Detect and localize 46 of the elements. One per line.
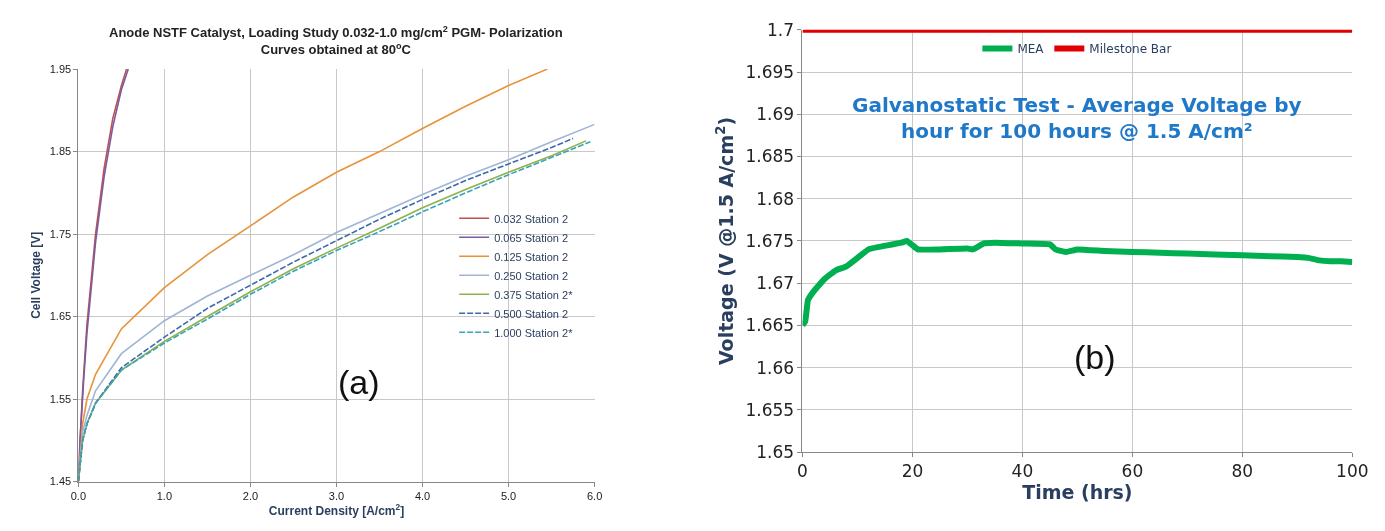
y-tick-label: 1.66 (756, 357, 795, 378)
x-tick-label: 5.0 (500, 489, 517, 502)
x-tick-label: 1.0 (156, 489, 173, 502)
x-tick-label: 20 (901, 461, 924, 482)
legend-label: 1.000 Station 2* (494, 326, 574, 339)
x-tick-label: 60 (1121, 461, 1144, 482)
x-tick-label: 3.0 (328, 489, 345, 502)
x-axis-title: Current Density [A/cm$^{2}$] (268, 501, 405, 518)
y-tick-label: 1.55 (49, 392, 72, 405)
y-tick-label: 1.95 (49, 62, 72, 75)
y-tick-label: 1.695 (745, 62, 795, 82)
x-tick-label: 0 (797, 461, 808, 482)
x-tick-label: 6.0 (586, 489, 603, 502)
y-tick-label: 1.45 (49, 475, 72, 488)
y-tick-label: 1.65 (756, 442, 795, 463)
y-tick-label: 1.655 (745, 399, 795, 420)
y-tick-label: 1.67 (756, 273, 795, 294)
chart-title: Anode NSTF Catalyst, Loading Study 0.032-1.0 mg/cm$^{2}$ PGM- Polarization Curves obtained at 80$^{o}$C (109, 24, 563, 58)
legend-label: 0.375 Station 2* (494, 288, 574, 301)
y-axis-title: Cell Voltage [V] (29, 231, 44, 319)
x-tick-label: 2.0 (242, 489, 259, 502)
x-tick-label: 80 (1231, 461, 1254, 482)
y-tick-label: 1.85 (49, 145, 72, 158)
x-tick-label: 4.0 (414, 489, 431, 502)
legend-label: 0.065 Station 2 (494, 231, 569, 244)
legend-label: MEA (1017, 42, 1045, 57)
x-tick-label: 0.0 (70, 489, 86, 502)
legend-label: 0.500 Station 2 (494, 307, 569, 320)
x-axis-title: Time (hrs) (1022, 481, 1133, 504)
y-tick-label: 1.685 (745, 146, 795, 167)
legend-label: 0.250 Station 2 (494, 269, 569, 282)
legend-label: Milestone Bar (1089, 42, 1172, 57)
y-tick-label: 1.65 (49, 310, 72, 323)
x-tick-label: 100 (1336, 461, 1369, 482)
y-tick-label: 1.75 (49, 227, 72, 240)
annotation: (a) (338, 363, 380, 401)
legend-label: 0.125 Station 2 (494, 250, 569, 263)
y-tick-label: 1.69 (756, 104, 795, 125)
y-tick-label: 1.7 (767, 19, 795, 40)
legend-label: 0.032 Station 2 (494, 212, 569, 225)
y-tick-label: 1.675 (745, 230, 795, 251)
y-tick-label: 1.665 (745, 315, 795, 336)
x-tick-label: 40 (1011, 461, 1034, 482)
y-tick-label: 1.68 (756, 188, 795, 209)
annotation: (b) (1074, 338, 1116, 376)
text: Galvanostatic Test - Average Voltage by hour for 100 hours @ 1.5 A/cm² (852, 93, 1302, 143)
